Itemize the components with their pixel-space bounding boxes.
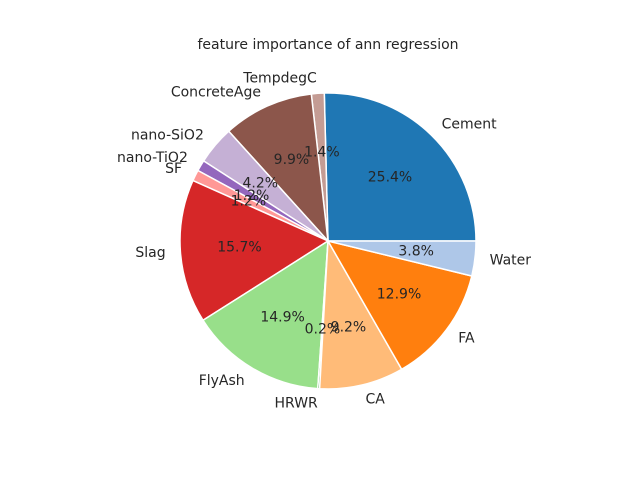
pie-slice-concreteage xyxy=(227,93,329,242)
category-label: TempdegC xyxy=(242,71,317,87)
category-label: Slag xyxy=(135,245,165,261)
pie-slice-cement xyxy=(323,92,477,242)
category-label: HRWR xyxy=(275,395,319,411)
pie-slice-water xyxy=(327,240,477,277)
percent-label: 4.2% xyxy=(243,176,279,192)
category-label: FA xyxy=(458,331,475,347)
category-label: FlyAsh xyxy=(199,373,245,389)
percent-label: 1.2% xyxy=(234,188,270,204)
percent-label: 12.9% xyxy=(377,286,421,302)
percent-label: 1.2% xyxy=(231,194,267,210)
category-label: Water xyxy=(490,252,532,268)
percent-label: 25.4% xyxy=(368,169,412,185)
pie-slices xyxy=(179,92,477,390)
pie-slice-slag xyxy=(179,179,329,322)
percent-label: 3.8% xyxy=(398,244,434,260)
category-label: nano-TiO2 xyxy=(117,150,188,166)
percent-label: 9.9% xyxy=(274,152,310,168)
category-label: Cement xyxy=(442,116,498,132)
percent-label: 1.4% xyxy=(304,144,340,160)
pie-slice-fa xyxy=(327,240,473,371)
percent-label: 9.2% xyxy=(331,319,367,335)
category-label: SF xyxy=(165,161,182,177)
pie-slice-ca xyxy=(318,240,403,390)
percent-label: 14.9% xyxy=(260,309,304,325)
pie-slice-flyash xyxy=(202,240,329,390)
percent-label: 15.7% xyxy=(217,239,261,255)
percent-labels: 25.4%1.4%9.9%4.2%1.2%1.2%15.7%14.9%0.2%9… xyxy=(217,144,434,337)
category-label: ConcreteAge xyxy=(171,85,261,101)
chart-title: feature importance of ann regression xyxy=(197,37,458,53)
category-label: CA xyxy=(366,391,386,407)
category-label: nano-SiO2 xyxy=(131,128,204,144)
percent-label: 0.2% xyxy=(305,322,341,338)
